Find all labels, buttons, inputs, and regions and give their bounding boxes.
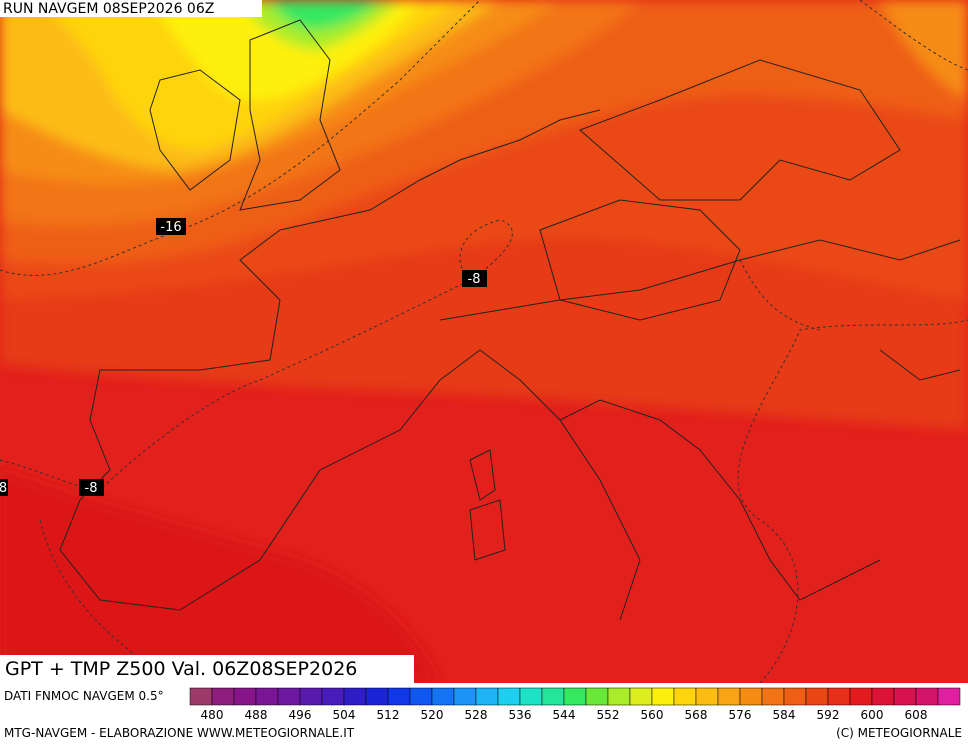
caption-box [0, 655, 414, 683]
legend-tick-label: 552 [597, 708, 620, 722]
legend-swatch [299, 687, 323, 706]
legend-swatch [453, 687, 477, 706]
legend-swatch [695, 687, 719, 706]
legend-tick-label: 536 [509, 708, 532, 722]
legend-tick-label: 544 [553, 708, 576, 722]
legend-tick-label: 600 [861, 708, 884, 722]
footer-left: MTG-NAVGEM - ELABORAZIONE WWW.METEOGIORN… [4, 726, 355, 740]
legend-swatch [871, 687, 895, 706]
map-field [0, 0, 968, 684]
label-box [0, 479, 8, 496]
label-box [462, 270, 487, 287]
legend-swatch [805, 687, 829, 706]
legend-swatch [673, 687, 697, 706]
legend-swatch [783, 687, 807, 706]
legend-swatch [937, 687, 961, 706]
legend-swatch [343, 687, 367, 706]
label-box [156, 218, 186, 235]
legend-swatch [739, 687, 763, 706]
legend-swatch [277, 687, 301, 706]
legend-tick-label: 560 [641, 708, 664, 722]
legend-tick-label: 488 [245, 708, 268, 722]
footer-right: (C) METEOGIORNALE [836, 726, 962, 740]
legend-tick-label: 520 [421, 708, 444, 722]
legend-swatch [189, 687, 213, 706]
legend-tick-label: 528 [465, 708, 488, 722]
isotherm-label: -16 [160, 220, 181, 235]
legend-tick-label: 568 [685, 708, 708, 722]
legend-swatch [849, 687, 873, 706]
header-box [0, 0, 262, 17]
legend-tick-label: 504 [333, 708, 356, 722]
legend-swatch [387, 687, 411, 706]
legend-tick-label: 584 [773, 708, 796, 722]
legend-swatch [585, 687, 609, 706]
legend-swatch [475, 687, 499, 706]
legend-swatch [233, 687, 257, 706]
legend-swatch [893, 687, 917, 706]
legend-swatch [563, 687, 587, 706]
legend-swatch [761, 687, 785, 706]
map-labels: -16 -8 -8 8 [0, 218, 487, 496]
legend-swatch [541, 687, 565, 706]
legend-tick-label: 496 [289, 708, 312, 722]
legend-swatch [651, 687, 675, 706]
coastlines [59, 19, 961, 621]
legend-swatch [607, 687, 631, 706]
legend-swatch [255, 687, 279, 706]
legend-swatch [409, 687, 433, 706]
legend-tick-label: 576 [729, 708, 752, 722]
colorbar: 480 488 496 504 512 520 528 536 544 552 560 568 576 5… [189, 687, 961, 722]
legend-swatch [519, 687, 543, 706]
legend-tick-label: 592 [817, 708, 840, 722]
legend-swatch [915, 687, 939, 706]
legend-swatch [827, 687, 851, 706]
legend-swatch [365, 687, 389, 706]
legend-swatch [629, 687, 653, 706]
run-title: RUN NAVGEM 08SEP2026 06Z [3, 1, 214, 17]
legend-tick-label: 608 [905, 708, 928, 722]
legend-swatch [211, 687, 235, 706]
isotherm-label: -8 [85, 481, 98, 496]
legend-tick-label: 512 [377, 708, 400, 722]
legend-tick-label: 480 [201, 708, 224, 722]
label-box [79, 479, 104, 496]
isotherm-label: 8 [0, 481, 7, 496]
legend-swatch [321, 687, 345, 706]
legend-title: DATI FNMOC NAVGEM 0.5° [4, 689, 164, 703]
caption: GPT + TMP Z500 Val. 06Z08SEP2026 [5, 658, 357, 680]
legend-swatch [717, 687, 741, 706]
legend-swatch [497, 687, 521, 706]
legend-swatch [431, 687, 455, 706]
isotherm-label: -8 [468, 272, 481, 287]
